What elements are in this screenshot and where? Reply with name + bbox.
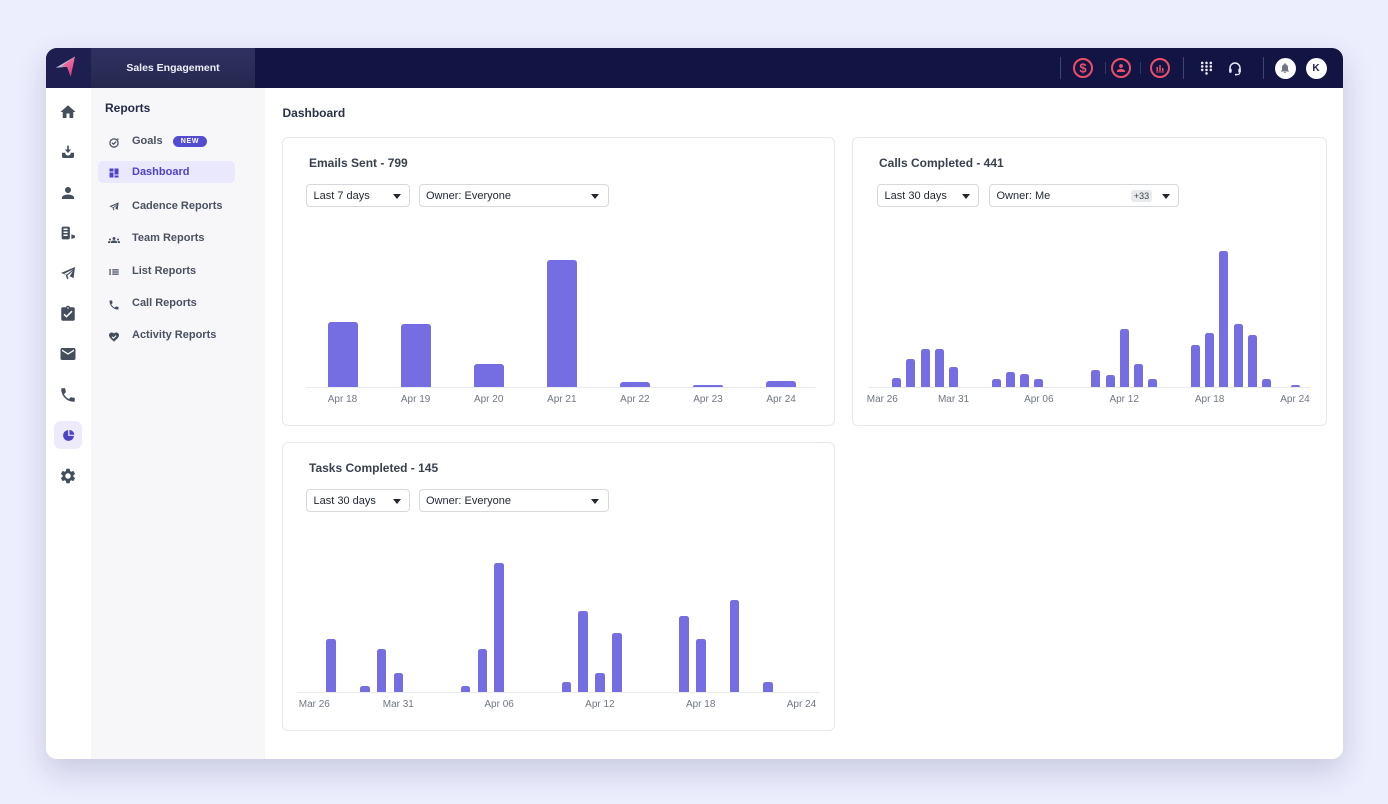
svg-text:$: $: [1079, 61, 1087, 76]
